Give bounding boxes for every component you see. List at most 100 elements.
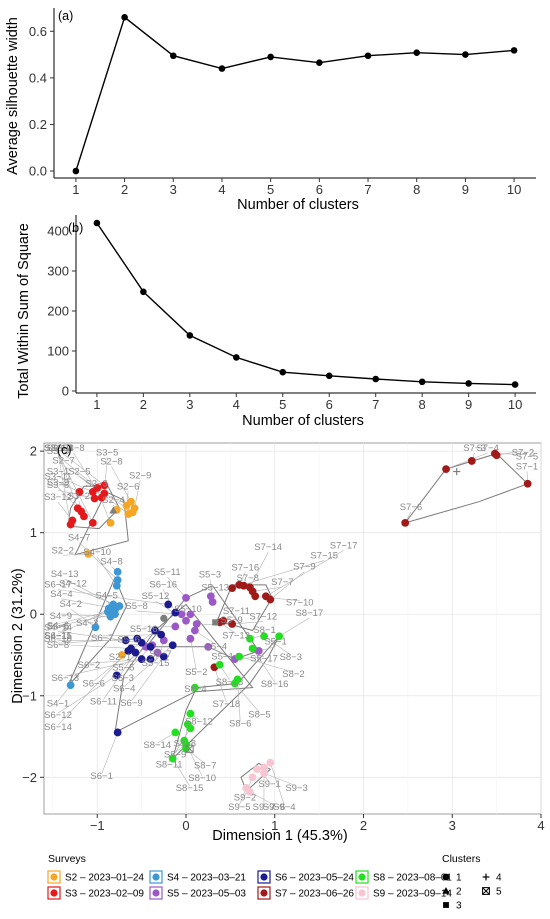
label-leader-line [279,617,310,637]
survey-point [490,449,499,458]
point-label: S4−14 [44,623,72,634]
point-label: S6−17 [44,580,72,591]
a-x-tick-label: 10 [507,182,521,197]
a-data-point [413,49,421,57]
survey-point [233,675,242,684]
label-leader-line [102,634,162,637]
point-label: S7−11 [223,606,250,617]
survey-point [253,765,261,774]
survey-point [66,681,75,690]
point-label: S3−4 [51,443,73,454]
point-label: S2−7 [52,456,74,467]
b-y-tick-label: 0 [62,384,69,399]
a-data-point [218,65,226,72]
survey-point [91,623,100,632]
c-x-tick-label: −1 [90,818,105,833]
point-label: S7−8 [236,573,258,584]
survey-legend-label: S7 – 2023–06–26 [275,889,354,900]
a-y-tick-label: 0.6 [29,24,47,39]
survey-point [90,494,99,503]
point-label: S6−1 [90,771,112,782]
point-label: S6−14 [44,722,72,733]
survey-point [261,592,270,601]
point-label: S3−2 [68,491,90,502]
point-label: S8−16 [261,679,289,690]
b-x-tick-label: 3 [186,397,193,412]
survey-legend-label: S9 – 2023–09–14 [373,889,452,900]
label-leader-line [172,758,190,786]
point-label: S8−3 [280,652,302,663]
label-leader-line [263,636,291,656]
point-label: S8−6 [229,719,251,730]
survey-point [115,602,124,610]
survey-point [75,488,84,496]
label-leader-line [143,626,176,628]
cluster-legend-label: 4 [496,873,502,884]
survey-legend-label: S3 – 2023–02–09 [65,889,144,900]
survey-point [118,651,126,659]
point-label: S6−10 [44,634,72,645]
survey-point [146,642,155,651]
survey-point [104,607,112,616]
point-label: S4−8 [100,557,122,568]
point-label: S5−17 [250,654,278,665]
label-leader-line [124,644,173,687]
survey-point [235,652,244,661]
point-label: S4−6 [47,621,69,632]
survey-point [93,483,102,492]
b-y-tick-label: 200 [47,304,69,319]
survey-point [68,516,77,525]
point-label: S3−9 [47,477,69,488]
c-y-tick-label: 1 [30,525,37,540]
point-label: S4−11 [44,631,71,642]
point-label: S3−11 [44,472,71,483]
survey-point [159,652,168,661]
cluster-legend-marker [443,902,449,908]
survey-point [246,583,254,592]
cluster-legend-marker [442,873,450,881]
a-data-point [510,47,518,54]
label-leader-line [166,576,187,599]
label-leader-line [249,552,269,588]
point-label: S9−4 [273,802,295,813]
survey-point [248,644,257,653]
panel-a-y-axis-label: Average silhouette width [5,17,21,175]
point-label: S4−2 [59,599,81,610]
point-label: S2−1 [109,652,131,663]
point-label: S2−6 [117,482,139,493]
point-label: S7−2 [512,448,534,459]
survey-point [146,655,155,663]
survey-point [251,592,260,601]
label-leader-line [57,611,109,635]
a-y-tick-label: 0.2 [29,117,47,132]
point-label: S8−14 [143,740,171,751]
point-label: S5−6 [117,634,139,645]
cluster-legend-label: 2 [456,887,462,898]
label-leader-line [57,650,129,726]
a-x-tick-label: 4 [218,182,225,197]
a-x-tick-label: 6 [316,182,323,197]
label-leader-line [270,571,305,600]
label-leader-line [78,542,118,581]
point-label: S2−4 [102,495,124,506]
label-leader-line [57,481,80,493]
a-y-tick-label: 0.0 [29,164,47,179]
survey-point [133,634,142,643]
panel-b-y-axis-label: Total Within Sum of Square [16,223,32,399]
b-x-tick-label: 2 [140,397,147,412]
cluster-centroid [109,506,118,514]
point-label: S4−9 [50,611,72,622]
b-data-point [140,288,147,296]
label-leader-line [496,450,523,456]
survey-point [84,549,93,558]
cluster-hull [403,453,529,524]
c-x-tick-label: 2 [360,818,367,833]
point-label: S6−12 [44,710,72,721]
label-leader-line [194,630,216,645]
survey-point [164,600,173,609]
point-label: S2−9 [129,470,151,481]
label-leader-line [101,732,118,774]
label-leader-line [190,638,197,671]
point-label: S6−8 [47,640,69,651]
b-x-tick-label: 9 [465,397,472,412]
